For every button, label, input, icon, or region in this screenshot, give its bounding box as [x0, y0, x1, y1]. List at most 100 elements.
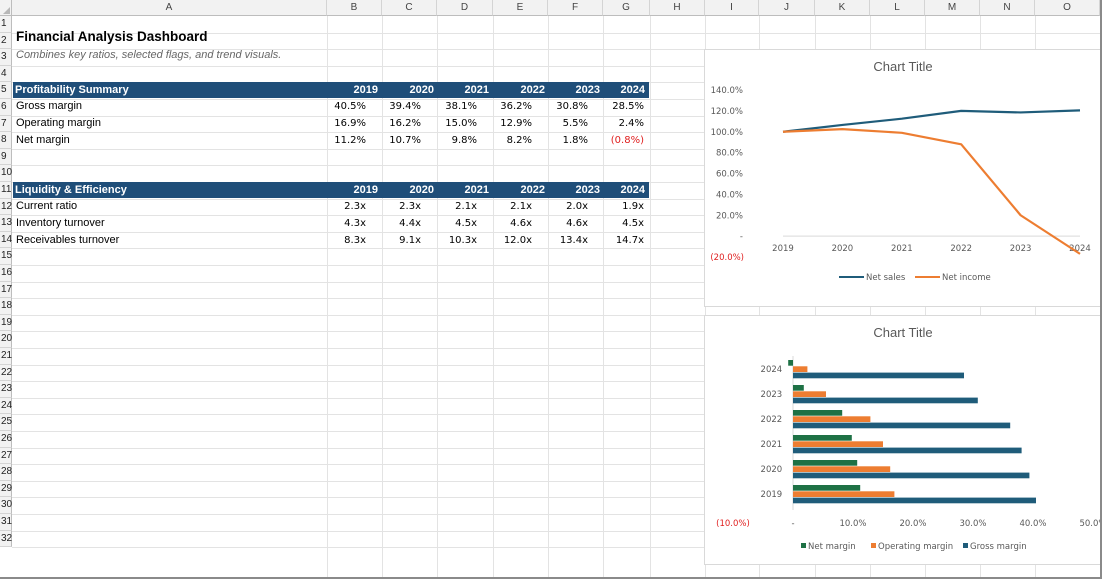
- line-chart[interactable]: Chart Title 140.0% 120.0% 100.0% 80.0% 60.0%…: [704, 49, 1102, 307]
- column-header[interactable]: K: [815, 0, 870, 16]
- column-header[interactable]: A: [12, 0, 327, 16]
- row-label[interactable]: Current ratio: [16, 200, 78, 212]
- row-header[interactable]: 23: [0, 381, 12, 398]
- value-cell[interactable]: 10.7%: [389, 135, 421, 146]
- bar-chart[interactable]: Chart Title 2024 2023 2022 2021 2020 2019 (10.…: [704, 315, 1102, 565]
- value-cell[interactable]: 30.8%: [556, 101, 588, 112]
- column-header[interactable]: C: [382, 0, 437, 16]
- gridline: [12, 281, 1102, 283]
- select-all-corner[interactable]: [0, 0, 12, 16]
- value-cell[interactable]: 2.0x: [566, 201, 588, 212]
- column-header[interactable]: O: [1035, 0, 1100, 16]
- value-cell[interactable]: 40.5%: [334, 101, 366, 112]
- row-header[interactable]: 15: [0, 248, 12, 265]
- row-label[interactable]: Receivables turnover: [16, 234, 120, 246]
- row-header[interactable]: 27: [0, 447, 12, 465]
- row-label[interactable]: Operating margin: [16, 117, 101, 129]
- row-header[interactable]: 5: [0, 82, 12, 99]
- value-cell[interactable]: 4.5x: [455, 218, 477, 229]
- row-header[interactable]: 25: [0, 414, 12, 431]
- row-header[interactable]: 8: [0, 132, 12, 149]
- column-header[interactable]: J: [759, 0, 815, 16]
- value-cell[interactable]: 1.9x: [622, 201, 644, 212]
- value-cell[interactable]: 36.2%: [500, 101, 532, 112]
- value-cell[interactable]: 10.3x: [448, 235, 477, 246]
- row-header[interactable]: 16: [0, 265, 12, 282]
- row-label[interactable]: Inventory turnover: [16, 217, 105, 229]
- value-cell[interactable]: 2.1x: [510, 201, 532, 212]
- value-cell[interactable]: 2.1x: [455, 201, 477, 212]
- value-cell[interactable]: 2.4%: [618, 118, 644, 129]
- row-header[interactable]: 4: [0, 65, 12, 83]
- value-cell[interactable]: 5.5%: [562, 118, 588, 129]
- value-cell[interactable]: (0.8%): [610, 135, 644, 146]
- value-cell[interactable]: 9.1x: [399, 235, 421, 246]
- row-header[interactable]: 31: [0, 514, 12, 531]
- row-label[interactable]: Net margin: [16, 134, 70, 146]
- value-cell[interactable]: 4.3x: [344, 218, 366, 229]
- value-cell[interactable]: 2.3x: [399, 201, 421, 212]
- row-header[interactable]: 7: [0, 115, 12, 133]
- value-cell[interactable]: 28.5%: [612, 101, 644, 112]
- column-header[interactable]: L: [870, 0, 925, 16]
- row-header[interactable]: 11: [0, 182, 12, 199]
- column-header[interactable]: N: [980, 0, 1035, 16]
- column-header[interactable]: H: [650, 0, 705, 16]
- value-cell[interactable]: 4.6x: [510, 218, 532, 229]
- value-cell[interactable]: 8.3x: [344, 235, 366, 246]
- value-cell[interactable]: 12.0x: [503, 235, 532, 246]
- category-label: 2022: [761, 415, 783, 425]
- value-cell[interactable]: 1.8%: [562, 135, 588, 146]
- column-header[interactable]: B: [327, 0, 382, 16]
- value-cell[interactable]: 4.6x: [566, 218, 588, 229]
- value-cell[interactable]: 9.8%: [451, 135, 477, 146]
- column-header[interactable]: F: [548, 0, 603, 16]
- value-cell[interactable]: 16.9%: [334, 118, 366, 129]
- value-cell[interactable]: 8.2%: [506, 135, 532, 146]
- row-header[interactable]: 3: [0, 49, 12, 66]
- dashboard-title[interactable]: Financial Analysis Dashboard: [16, 29, 208, 44]
- row-header[interactable]: 30: [0, 497, 12, 514]
- row-header[interactable]: 32: [0, 530, 12, 548]
- row-label[interactable]: Gross margin: [16, 100, 83, 112]
- row-header[interactable]: 28: [0, 464, 12, 481]
- dashboard-subtitle[interactable]: Combines key ratios, selected flags, and…: [16, 49, 282, 61]
- legend-label: Net sales: [866, 273, 906, 283]
- value-cell[interactable]: 39.4%: [389, 101, 421, 112]
- value-cell[interactable]: 4.5x: [622, 218, 644, 229]
- row-header[interactable]: 1: [0, 16, 12, 33]
- row-header[interactable]: 10: [0, 165, 12, 182]
- value-cell[interactable]: 15.0%: [445, 118, 477, 129]
- value-cell[interactable]: 4.4x: [399, 218, 421, 229]
- row-header[interactable]: 2: [0, 32, 12, 50]
- row-header[interactable]: 21: [0, 348, 12, 365]
- value-cell[interactable]: 14.7x: [615, 235, 644, 246]
- row-header[interactable]: 19: [0, 314, 12, 332]
- column-header[interactable]: G: [603, 0, 650, 16]
- row-header[interactable]: 26: [0, 431, 12, 448]
- value-cell[interactable]: 16.2%: [389, 118, 421, 129]
- value-cell[interactable]: 11.2%: [334, 135, 366, 146]
- value-cell[interactable]: 2.3x: [344, 201, 366, 212]
- row-header[interactable]: 29: [0, 480, 12, 498]
- value-cell[interactable]: 38.1%: [445, 101, 477, 112]
- column-header[interactable]: E: [493, 0, 548, 16]
- row-header[interactable]: 17: [0, 281, 12, 299]
- row-header[interactable]: 18: [0, 298, 12, 315]
- row-header[interactable]: 6: [0, 99, 12, 116]
- row-header[interactable]: 24: [0, 397, 12, 415]
- row-header[interactable]: 13: [0, 215, 12, 232]
- row-header[interactable]: 9: [0, 148, 12, 166]
- column-header[interactable]: M: [925, 0, 980, 16]
- column-header[interactable]: I: [705, 0, 759, 16]
- row-header[interactable]: 22: [0, 364, 12, 382]
- value-cell[interactable]: 12.9%: [500, 118, 532, 129]
- value-cell[interactable]: 13.4x: [559, 235, 588, 246]
- liquidity-header-band[interactable]: Liquidity & Efficiency 2019 2020 2021 20…: [13, 182, 649, 198]
- row-header[interactable]: 14: [0, 231, 12, 249]
- row-header[interactable]: 20: [0, 331, 12, 348]
- row-header[interactable]: 12: [0, 198, 12, 216]
- profitability-header-band[interactable]: Profitability Summary 2019 2020 2021 202…: [13, 82, 649, 98]
- column-header[interactable]: D: [437, 0, 493, 16]
